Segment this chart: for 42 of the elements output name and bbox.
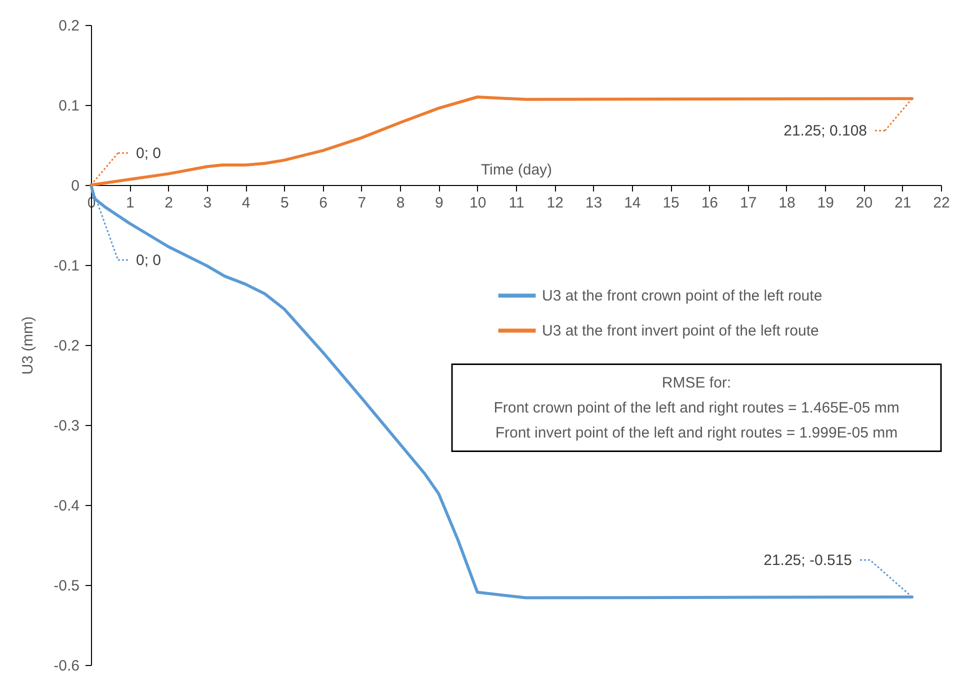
x-tick-label: 7 [358, 194, 366, 212]
y-tick-label: -0.6 [54, 658, 80, 674]
x-tick-label: 12 [546, 194, 564, 212]
x-tick-label: 11 [508, 194, 524, 212]
y-tick-label: 0.1 [58, 98, 80, 114]
x-tick-label: 16 [701, 194, 718, 212]
x-tick-label: 9 [435, 194, 444, 212]
annotation: Front invert point of the left and right routes = 1.999E-05 mm [495, 424, 898, 442]
x-tick-label: 21 [894, 194, 912, 212]
y-tick-label: -0.5 [54, 578, 80, 594]
x-tick-label: 1 [126, 194, 134, 212]
y-axis-title: U3 (mm) [20, 316, 37, 375]
data-label: 21.25; -0.515 [764, 552, 852, 569]
data-label: 0; 0 [136, 145, 162, 162]
y-tick-label: -0.4 [54, 498, 80, 514]
x-tick-label: 17 [740, 194, 757, 212]
x-tick-label: 10 [470, 194, 486, 212]
annotation: Front crown point of the left and right routes = 1.465E-05 mm [494, 400, 900, 417]
annotation: RMSE for: [662, 374, 732, 392]
x-tick-label: 3 [203, 194, 212, 212]
x-tick-label: 19 [817, 194, 834, 212]
x-tick-label: 13 [585, 194, 602, 212]
y-tick-label: 0.2 [58, 18, 80, 34]
x-tick-label: 2 [164, 194, 173, 212]
x-tick-label: 20 [856, 194, 873, 212]
y-tick-label: -0.2 [54, 338, 80, 354]
x-tick-label: 18 [778, 194, 796, 212]
legend-label: U3 at the front invert point of the left route [542, 322, 819, 340]
x-tick-label: 5 [280, 194, 289, 212]
y-tick-label: 0 [71, 178, 80, 194]
x-tick-label: 22 [933, 194, 950, 212]
data-label: 21.25; 0.108 [784, 122, 868, 140]
y-tick-label: -0.1 [54, 258, 80, 274]
x-tick-label: 8 [396, 194, 405, 212]
x-tick-label: 14 [624, 194, 641, 212]
x-tick-label: 6 [319, 194, 328, 212]
legend-label: U3 at the front crown point of the left route [542, 288, 822, 305]
x-axis-title: Time (day) [480, 162, 552, 178]
y-tick-label: -0.3 [54, 418, 80, 434]
x-tick-label: 15 [662, 194, 680, 212]
x-tick-label: 4 [242, 194, 250, 212]
data-label: 0; 0 [136, 252, 162, 269]
